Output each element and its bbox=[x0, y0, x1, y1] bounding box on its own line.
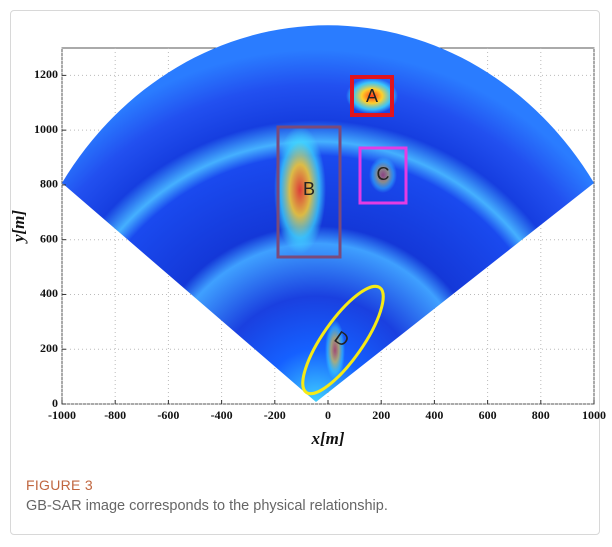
y-tick-label: 600 bbox=[40, 231, 58, 245]
figure-label: FIGURE 3 bbox=[26, 477, 93, 493]
hotspot bbox=[369, 157, 397, 193]
x-tick-label: -400 bbox=[211, 408, 233, 422]
x-tick-label: 400 bbox=[425, 408, 443, 422]
x-tick-label: 0 bbox=[325, 408, 331, 422]
region-d bbox=[301, 284, 385, 396]
hotspot bbox=[274, 126, 326, 254]
y-tick-label: 0 bbox=[52, 396, 58, 410]
chart: A B C D x[m] y[m] -1000 -800 -600 -400 -200 0… bbox=[9, 25, 606, 448]
sar-image bbox=[62, 25, 594, 403]
x-tick-label: -1000 bbox=[48, 408, 76, 422]
x-tick-label: 1000 bbox=[582, 408, 606, 422]
x-tick-label: 800 bbox=[532, 408, 550, 422]
region-c bbox=[358, 146, 408, 205]
region-b bbox=[276, 125, 342, 259]
hotspot bbox=[325, 320, 345, 380]
hotspot bbox=[346, 78, 398, 114]
annotation: A bbox=[366, 86, 378, 106]
x-tick-label: 200 bbox=[372, 408, 390, 422]
y-tick-label: 1200 bbox=[34, 67, 58, 81]
annotation: C bbox=[377, 164, 390, 184]
y-axis-label: y[m] bbox=[9, 210, 28, 244]
annotation: B bbox=[303, 179, 315, 199]
y-tick-label: 800 bbox=[40, 177, 58, 191]
y-tick-label: 1000 bbox=[34, 122, 58, 136]
x-tick-label: -600 bbox=[157, 408, 179, 422]
region-a bbox=[350, 75, 394, 117]
x-tick-label: -200 bbox=[264, 408, 286, 422]
y-tick-label: 200 bbox=[40, 341, 58, 355]
figure-caption: GB-SAR image corresponds to the physical… bbox=[26, 498, 388, 514]
x-tick-label: 600 bbox=[479, 408, 497, 422]
x-axis-label: x[m] bbox=[310, 429, 344, 448]
x-tick-label: -800 bbox=[104, 408, 126, 422]
figure-card bbox=[10, 10, 600, 535]
y-tick-label: 400 bbox=[40, 286, 58, 300]
